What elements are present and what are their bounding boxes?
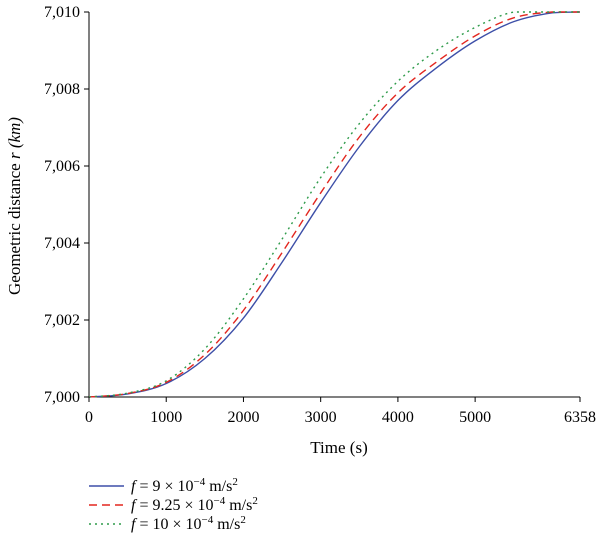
y-tick-label: 7,010 [44, 4, 80, 21]
x-axis-title: Time (s) [310, 438, 367, 457]
legend-label: f = 9.25 × 10−4 m/s2 [131, 495, 258, 514]
series-line-f-10 [88, 11, 580, 398]
x-tick-label: 4000 [382, 409, 414, 426]
legend: f = 9 × 10−4 m/s2f = 9.25 × 10−4 m/s2f =… [89, 476, 258, 533]
x-tick-label: 5000 [459, 409, 491, 426]
legend-label: f = 9 × 10−4 m/s2 [131, 476, 238, 495]
legend-item-f-9: f = 9 × 10−4 m/s2 [89, 476, 238, 495]
x-axis: 0 1000 2000 3000 4000 5000 6358 [85, 397, 596, 426]
y-tick-label: 7,000 [44, 389, 80, 406]
x-tick-label: 2000 [227, 409, 259, 426]
plot-frame [88, 12, 580, 398]
y-axis-title: Geometric distance r (km) [5, 117, 24, 295]
y-tick-label: 7,006 [44, 158, 80, 175]
y-axis: 7,000 7,002 7,004 7,006 7,008 7,010 [44, 4, 89, 406]
y-tick-label: 7,004 [44, 235, 80, 252]
y-tick-label: 7,002 [44, 312, 80, 329]
legend-item-f-9-25: f = 9.25 × 10−4 m/s2 [89, 495, 258, 514]
legend-label: f = 10 × 10−4 m/s2 [131, 514, 246, 533]
series-layer [88, 11, 581, 398]
y-tick-label: 7,008 [44, 81, 80, 98]
x-tick-label: 0 [85, 409, 93, 426]
x-tick-label: 1000 [150, 409, 182, 426]
legend-item-f-10: f = 10 × 10−4 m/s2 [89, 514, 246, 533]
x-tick-label: 3000 [305, 409, 337, 426]
x-tick-label: 6358 [564, 409, 596, 426]
series-line-f-9 [88, 11, 581, 398]
series-line-f-9-25 [88, 11, 580, 398]
